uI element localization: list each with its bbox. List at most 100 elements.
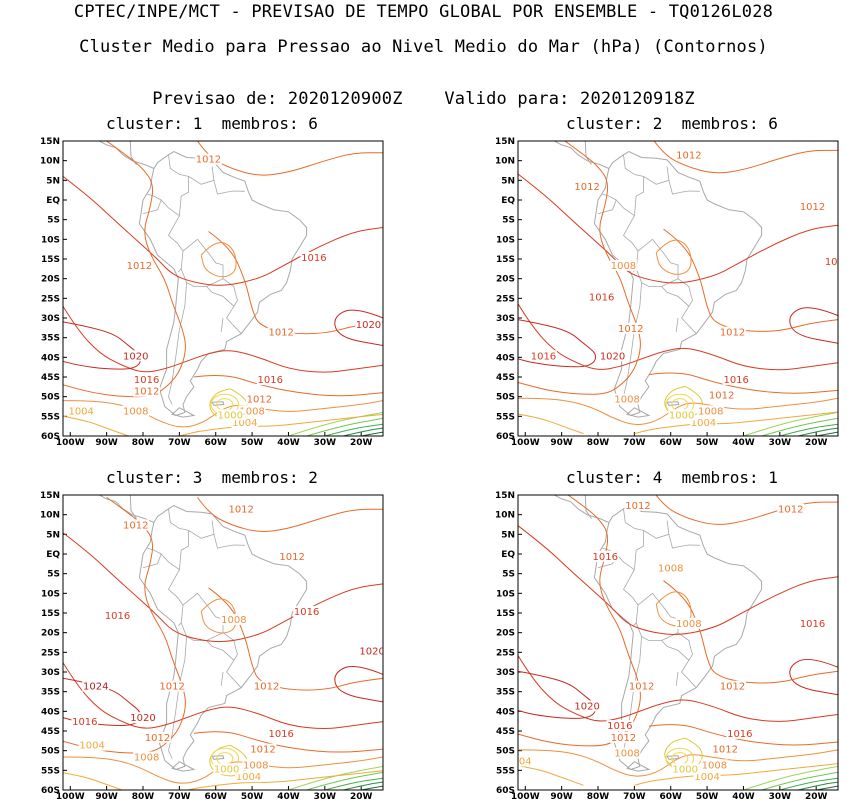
contour-label-bg bbox=[719, 326, 746, 338]
contour-label-bg bbox=[824, 255, 838, 267]
contour-label: 1012 bbox=[720, 682, 745, 693]
lat-tick-label: EQ bbox=[501, 550, 515, 560]
contour-label: 1016 bbox=[134, 375, 159, 386]
lon-tick-label: 50W bbox=[241, 438, 264, 448]
contour-label: 1016 bbox=[301, 253, 326, 264]
panel-2-title: cluster: 2 membros: 6 bbox=[566, 114, 778, 133]
map-content: 1012 1012 1012 1008 101 1016 1012 1012 1016 1020 1… bbox=[518, 141, 838, 436]
isobar-1020 bbox=[334, 666, 383, 703]
contour-label: 1008 bbox=[243, 760, 268, 771]
lat-tick-label: 10N bbox=[495, 511, 515, 521]
isobar-low bbox=[816, 785, 838, 790]
lon-tick-label: 30W bbox=[314, 792, 337, 802]
forecast-validity: Previsao de: 2020120900Z Valido para: 20… bbox=[152, 89, 695, 109]
country-border bbox=[226, 305, 242, 334]
isobar-1004 bbox=[518, 765, 584, 786]
tierra-del-fuego bbox=[626, 761, 651, 772]
contour-label-bg bbox=[708, 389, 736, 401]
contour-label-bg bbox=[693, 771, 721, 783]
country-border bbox=[681, 659, 697, 688]
contour-label-bg bbox=[671, 763, 699, 775]
contour-label-bg bbox=[71, 716, 99, 728]
lat-tick-label: 15N bbox=[40, 137, 60, 147]
lat-tick-label: 60S bbox=[496, 786, 515, 796]
contour-label-bg bbox=[675, 149, 703, 161]
coastline bbox=[593, 505, 763, 771]
contour-label-bg bbox=[675, 617, 703, 629]
lat-tick-label: 45S bbox=[496, 727, 515, 737]
coastline-central-america bbox=[554, 141, 610, 169]
country-border bbox=[643, 520, 670, 539]
contour-label: 1012 bbox=[250, 745, 275, 756]
contour-label: 1012 bbox=[247, 395, 272, 406]
lat-tick-label: 15N bbox=[495, 137, 515, 147]
lat-tick-label: 60S bbox=[41, 786, 60, 796]
contour-label-bg bbox=[133, 751, 161, 763]
lon-tick-label: 80W bbox=[132, 438, 155, 448]
contour-label-bg bbox=[144, 731, 171, 743]
contour-label: 1016 bbox=[294, 607, 319, 618]
contour-label-bg bbox=[530, 350, 557, 362]
coastline bbox=[593, 151, 763, 417]
isobar-1004 bbox=[63, 415, 129, 436]
contour-label-bg bbox=[518, 755, 533, 767]
map-frame bbox=[62, 140, 384, 437]
lon-tick-label: 30W bbox=[769, 438, 792, 448]
lat-tick-label: 15N bbox=[495, 491, 515, 501]
country-border bbox=[661, 640, 693, 661]
contour-label-bg bbox=[606, 720, 634, 732]
contour-label-bg bbox=[242, 759, 270, 771]
country-border bbox=[597, 199, 617, 215]
contour-label: 1008 bbox=[698, 406, 723, 417]
lat-tick-label: 25S bbox=[496, 294, 515, 304]
country-border bbox=[668, 180, 700, 195]
lat-tick-label: 15S bbox=[496, 609, 515, 619]
contour-label: 1004 bbox=[236, 772, 261, 783]
contour-label-bg bbox=[104, 609, 131, 621]
contour-label-bg bbox=[719, 680, 746, 692]
contour-label-bg bbox=[668, 409, 696, 421]
contour-label-bg bbox=[799, 200, 826, 212]
contour-label: 1000 bbox=[673, 764, 698, 775]
contour-label: 1000 bbox=[669, 410, 694, 421]
country-border bbox=[147, 508, 189, 571]
isobar-1012 bbox=[197, 141, 383, 176]
lon-tick-label: 70W bbox=[623, 438, 646, 448]
contour-label-bg bbox=[122, 350, 150, 362]
falkland-islands bbox=[211, 401, 225, 406]
contour-label: 1012 bbox=[196, 155, 221, 166]
lat-tick-label: 5S bbox=[502, 216, 515, 226]
contour-label-bg bbox=[700, 759, 728, 771]
lon-tick-label: 50W bbox=[696, 792, 719, 802]
country-border bbox=[643, 166, 670, 185]
isobar-low bbox=[797, 427, 838, 436]
contour-label-bg bbox=[158, 680, 186, 692]
contour-label: 1012 bbox=[778, 505, 803, 516]
header-subtitle: Cluster Medio para Pressao ao Nivel Medi… bbox=[79, 37, 768, 57]
contour-label-bg bbox=[267, 326, 295, 338]
isobar-1016 bbox=[63, 305, 383, 373]
country-border bbox=[188, 520, 215, 539]
contour-label: 1008 bbox=[611, 261, 636, 272]
contour-label-bg bbox=[195, 153, 222, 165]
country-border bbox=[635, 238, 679, 287]
map-frame bbox=[517, 494, 839, 791]
lon-tick-label: 80W bbox=[587, 792, 610, 802]
lon-tick-label: 50W bbox=[696, 438, 719, 448]
isobar-1008 bbox=[518, 397, 838, 425]
contour-label-bg bbox=[256, 373, 284, 385]
contour-label-bg bbox=[227, 503, 255, 515]
lat-tick-label: 35S bbox=[496, 688, 515, 698]
contour-label-bg bbox=[300, 252, 328, 263]
lat-tick-label: 5S bbox=[502, 570, 515, 580]
contour-label-bg bbox=[690, 417, 717, 429]
contour-label-bg bbox=[573, 181, 601, 193]
contour-label: 1020 bbox=[123, 351, 148, 362]
isobar-1004 bbox=[63, 772, 124, 790]
isobar-low bbox=[761, 771, 838, 790]
contour-label-bg bbox=[799, 617, 826, 629]
lat-tick-label: 10S bbox=[41, 235, 60, 245]
panel-1-title: cluster: 1 membros: 6 bbox=[106, 114, 318, 133]
contour-label-bg bbox=[726, 727, 754, 739]
coastline-central-america bbox=[99, 141, 155, 169]
